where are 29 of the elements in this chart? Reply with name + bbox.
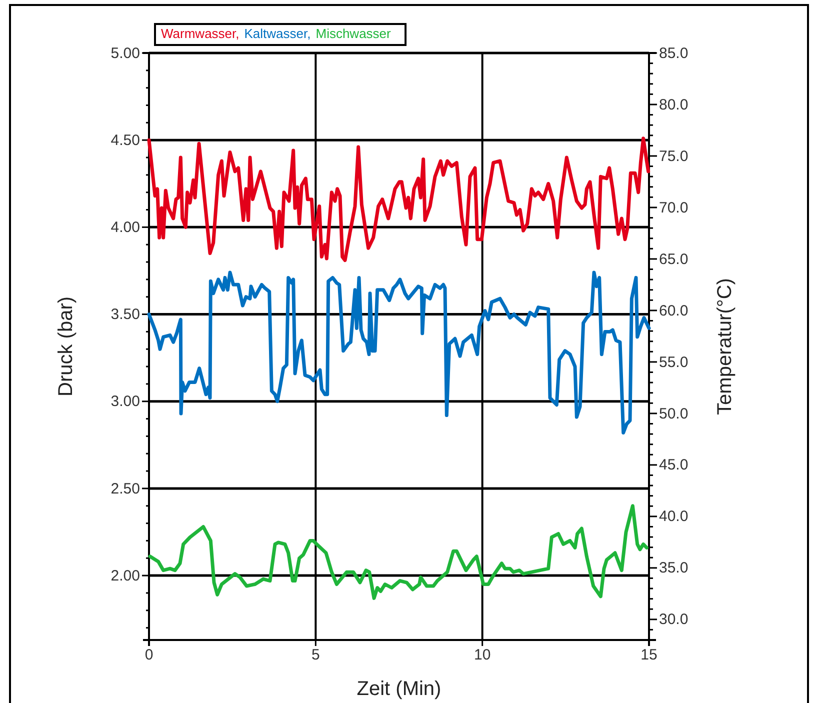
y-tick-label: 2.00 xyxy=(110,567,140,584)
y2-axis-title: Temperatur(°C) xyxy=(714,278,736,415)
text: Warmwasser, xyxy=(161,26,240,41)
y2-tick-label: 65.0 xyxy=(659,250,688,268)
y2-tick-label: 60.0 xyxy=(659,302,688,320)
x-tick-label: 10 xyxy=(474,646,491,664)
x-tick-label: 0 xyxy=(144,646,154,664)
y-tick-label: 4.50 xyxy=(110,132,140,149)
y2-tick-label: 80.0 xyxy=(659,96,688,114)
y2-tick-label: 50.0 xyxy=(659,405,688,422)
y-tick-label: 3.00 xyxy=(110,393,140,410)
x-tick-label: 5 xyxy=(311,646,320,664)
x-axis-title: Zeit (Min) xyxy=(356,678,442,700)
y-tick-label: 4.00 xyxy=(110,218,140,236)
y-tick-label: 2.50 xyxy=(110,480,140,498)
x-tick-label: 15 xyxy=(640,646,658,664)
y2-tick-label: 85.0 xyxy=(659,44,688,62)
y-tick-label: 5.00 xyxy=(110,44,140,62)
y2-tick-label: 40.0 xyxy=(659,508,688,526)
y2-tick-label: 55.0 xyxy=(659,354,688,371)
y-axis-title: Druck (bar) xyxy=(55,296,77,397)
y2-tick-label: 75.0 xyxy=(659,148,688,165)
y2-tick-label: 30.0 xyxy=(659,611,688,628)
y-tick-label: 3.50 xyxy=(110,306,140,324)
text: Kaltwasser, xyxy=(244,26,311,41)
y2-tick-label: 45.0 xyxy=(659,456,688,474)
text: Mischwasser xyxy=(316,26,392,41)
y2-tick-label: 70.0 xyxy=(659,199,688,216)
y2-tick-label: 35.0 xyxy=(659,560,688,577)
